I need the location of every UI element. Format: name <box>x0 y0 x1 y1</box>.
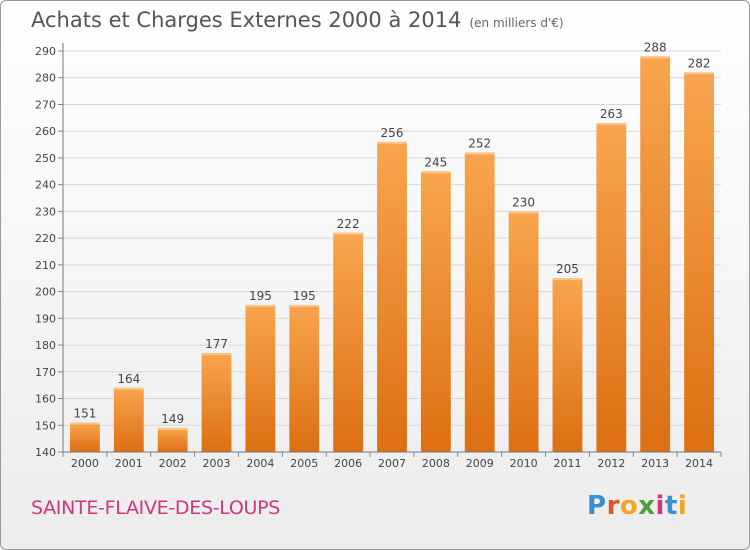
y-tick-label: 270 <box>35 98 56 111</box>
bar <box>333 232 364 452</box>
bar <box>289 304 320 452</box>
value-label: 288 <box>644 40 667 54</box>
bar-highlight <box>201 353 232 356</box>
value-label: 282 <box>688 56 711 70</box>
y-tick-label: 190 <box>35 312 56 325</box>
bar-highlight <box>684 72 714 75</box>
y-tick-label: 180 <box>35 339 56 352</box>
bar <box>508 211 539 452</box>
logo-letter: o <box>619 491 639 521</box>
bar-highlight <box>508 211 539 214</box>
value-label: 245 <box>424 155 447 169</box>
y-tick-label: 210 <box>35 259 56 272</box>
proxiti-logo[interactable]: Proxiti <box>587 491 687 521</box>
bar <box>157 427 188 452</box>
logo-letter: i <box>655 491 665 521</box>
chart-title-text: Achats et Charges Externes 2000 à 2014 <box>31 8 462 32</box>
value-label: 252 <box>468 137 491 151</box>
value-label: 230 <box>512 195 535 209</box>
x-tick-label: 2008 <box>422 457 450 470</box>
bar <box>113 387 144 452</box>
bars <box>70 56 714 453</box>
y-tick-label: 140 <box>35 446 56 459</box>
bar-highlight <box>464 152 495 155</box>
x-tick-label: 2010 <box>510 457 538 470</box>
bar <box>596 123 627 453</box>
bar-highlight <box>113 387 144 390</box>
x-tick-label: 2005 <box>290 457 318 470</box>
y-tick-label: 260 <box>35 125 56 138</box>
bar <box>464 152 495 452</box>
x-tick-label: 2000 <box>71 457 99 470</box>
y-tick-label: 290 <box>35 45 56 58</box>
x-tick-label: 2013 <box>641 457 669 470</box>
x-tick-label: 2014 <box>685 457 713 470</box>
bar <box>640 56 671 452</box>
x-tick-label: 2011 <box>553 457 581 470</box>
town-name: SAINTE-FLAIVE-DES-LOUPS <box>31 497 281 519</box>
bar-highlight <box>640 56 671 59</box>
bar-highlight <box>245 304 276 307</box>
value-label: 151 <box>73 407 96 421</box>
value-label: 177 <box>205 337 228 351</box>
x-tick-label: 2012 <box>597 457 625 470</box>
axes: 140 150 160 170 180 190 200 210 220 230 240 250 260 2… <box>35 43 722 470</box>
chart-unit: (en milliers d'€) <box>469 16 564 30</box>
logo-letter: i <box>677 491 688 521</box>
bar-highlight <box>377 141 407 144</box>
x-tick-label: 2006 <box>334 457 362 470</box>
value-label: 263 <box>600 107 623 121</box>
bar-highlight <box>70 422 100 425</box>
y-tick-label: 280 <box>35 72 56 85</box>
value-label: 205 <box>556 262 579 276</box>
logo-letter: x <box>638 491 656 521</box>
value-label: 222 <box>337 217 360 231</box>
bar-highlight <box>420 171 451 174</box>
logo-letter: r <box>606 491 620 521</box>
y-tick-label: 230 <box>35 205 56 218</box>
logo-letter: t <box>664 491 678 521</box>
value-labels: 151 164 149 177 195 195 222 256 245 252 230 205 263 2… <box>73 40 710 426</box>
bar <box>684 72 714 453</box>
bar <box>552 278 583 452</box>
bar-highlight <box>552 278 583 281</box>
bar-highlight <box>289 304 320 307</box>
y-tick-label: 160 <box>35 393 56 406</box>
y-tick-label: 250 <box>35 152 56 165</box>
value-label: 195 <box>293 289 316 303</box>
value-label: 164 <box>117 372 140 386</box>
y-tick-label: 220 <box>35 232 56 245</box>
x-tick-label: 2004 <box>246 457 274 470</box>
chart-title: Achats et Charges Externes 2000 à 2014 (e… <box>31 8 564 32</box>
y-tick-label: 150 <box>35 419 56 432</box>
bar <box>201 353 232 452</box>
x-tick-label: 2009 <box>466 457 494 470</box>
bar <box>420 171 451 453</box>
x-tick-label: 2007 <box>378 457 406 470</box>
y-tick-label: 240 <box>35 179 56 192</box>
logo-letter: P <box>587 491 607 521</box>
x-tick-label: 2003 <box>203 457 231 470</box>
y-tick-label: 200 <box>35 286 56 299</box>
bar <box>245 304 276 452</box>
x-tick-label: 2001 <box>115 457 143 470</box>
bar <box>377 141 407 453</box>
y-tick-label: 170 <box>35 366 56 379</box>
value-label: 149 <box>161 412 184 426</box>
value-label: 256 <box>381 126 404 140</box>
bar-highlight <box>333 232 364 235</box>
x-tick-label: 2002 <box>159 457 187 470</box>
value-label: 195 <box>249 289 272 303</box>
bar-highlight <box>596 123 627 126</box>
bar <box>70 422 100 452</box>
bar-highlight <box>157 427 188 430</box>
